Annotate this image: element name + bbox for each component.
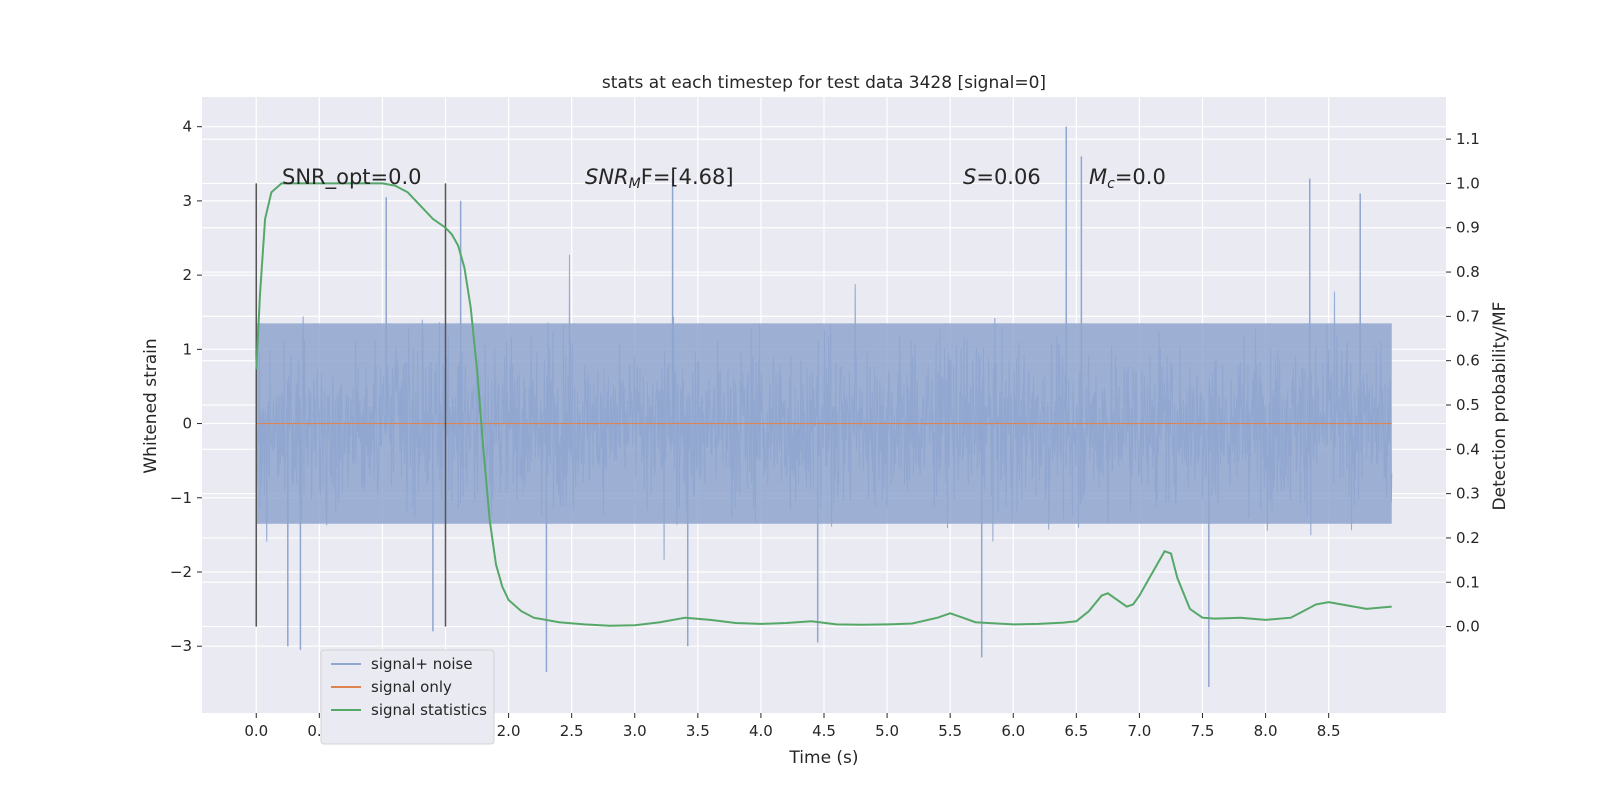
y-right-tick-label: 0.0 [1456,618,1480,636]
x-tick-label: 7.0 [1127,722,1151,740]
mc-variable: M [1089,165,1107,189]
y-left-tick-label: 3 [182,192,192,210]
y-right-tick-label: 0.7 [1456,307,1480,325]
mc-value: =0.0 [1115,165,1166,189]
y-left-tick-label: −3 [170,637,192,655]
chart-title: stats at each timestep for test data 342… [602,73,1046,93]
x-tick-label: 5.5 [938,722,962,740]
legend-box [320,649,495,745]
s-annotation: S=0.06 [963,165,1041,189]
legend-label-signal-noise: signal+ noise [371,655,473,673]
y-left-tick-label: −1 [170,489,192,507]
x-tick-label: 6.0 [1001,722,1025,740]
y-right-tick-label: 0.8 [1456,263,1480,281]
y-left-axis-label: Whitened strain [141,338,161,473]
x-tick-label: 0.0 [244,722,268,740]
y-right-tick-label: 0.4 [1456,440,1480,458]
x-tick-label: 7.5 [1191,722,1215,740]
s-value: =0.06 [976,165,1040,189]
y-right-tick-label: 0.3 [1456,485,1480,503]
y-left-tick-label: 4 [182,118,192,136]
y-right-tick-label: 0.2 [1456,529,1480,547]
y-right-tick-label: 0.9 [1456,219,1480,237]
mc-annotation: Mc=0.0 [1089,165,1166,192]
s-variable: S [963,165,976,189]
mc-subscript: c [1107,176,1115,192]
x-tick-label: 6.5 [1064,722,1088,740]
y-left-tick-label: 0 [182,415,192,433]
x-tick-label: 5.0 [875,722,899,740]
x-tick-label: 4.0 [749,722,773,740]
vertical-markers [255,183,447,627]
x-axis-label: Time (s) [788,748,858,768]
x-tick-label: 2.0 [497,722,521,740]
x-tick-label: 2.5 [560,722,584,740]
x-tick-label: 8.0 [1254,722,1278,740]
x-tick-label: 4.5 [812,722,836,740]
snr-opt-annotation: SNR_opt=0.0 [282,165,422,190]
y-left-tick-label: 2 [182,266,192,284]
y-left-tick-label: −2 [170,563,192,581]
x-tick-label: 3.5 [686,722,710,740]
legend-label-signal-statistics: signal statistics [371,701,487,719]
x-tick-label: 8.5 [1317,722,1341,740]
snr-mf-base: SNR [585,165,629,189]
y-right-tick-label: 1.0 [1456,174,1480,192]
y-right-tick-label: 0.5 [1456,396,1480,414]
y-right-axis-label: Detection probability/MF [1490,302,1510,511]
y-left-axis-ticks: 4 3 2 1 0 −1 −2 −3 [170,118,202,655]
snr-mf-value: F=[4.68] [641,165,734,189]
y-right-tick-label: 0.1 [1456,573,1480,591]
snr-mf-annotation: SNRMF=[4.68] [585,165,734,192]
snr-mf-subscript: M [629,176,641,192]
signal-statistics-series [255,182,1392,627]
y-right-axis-ticks: 1.1 1.0 0.9 0.8 0.7 0.6 0.5 0.4 0.3 0.2 0.1 0.0 [1446,130,1480,636]
x-tick-label: 3.0 [623,722,647,740]
y-left-tick-label: 1 [182,340,192,358]
y-right-tick-label: 1.1 [1456,130,1480,148]
legend-label-signal-only: signal only [371,678,452,696]
y-right-tick-label: 0.6 [1456,352,1480,370]
legend: signal+ noise signal only signal statist… [320,649,495,745]
